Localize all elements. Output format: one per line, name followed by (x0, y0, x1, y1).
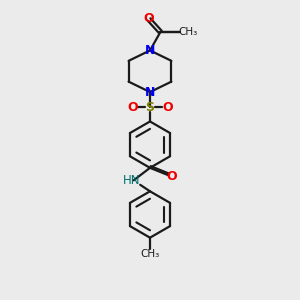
Text: O: O (143, 11, 154, 25)
Text: N: N (145, 44, 155, 57)
Text: O: O (128, 101, 138, 114)
Text: CH₃: CH₃ (140, 249, 160, 259)
Text: O: O (162, 101, 172, 114)
Text: N: N (145, 85, 155, 98)
Text: HN: HN (122, 174, 140, 187)
Text: S: S (146, 101, 154, 114)
Text: O: O (167, 170, 177, 183)
Text: CH₃: CH₃ (178, 27, 198, 37)
